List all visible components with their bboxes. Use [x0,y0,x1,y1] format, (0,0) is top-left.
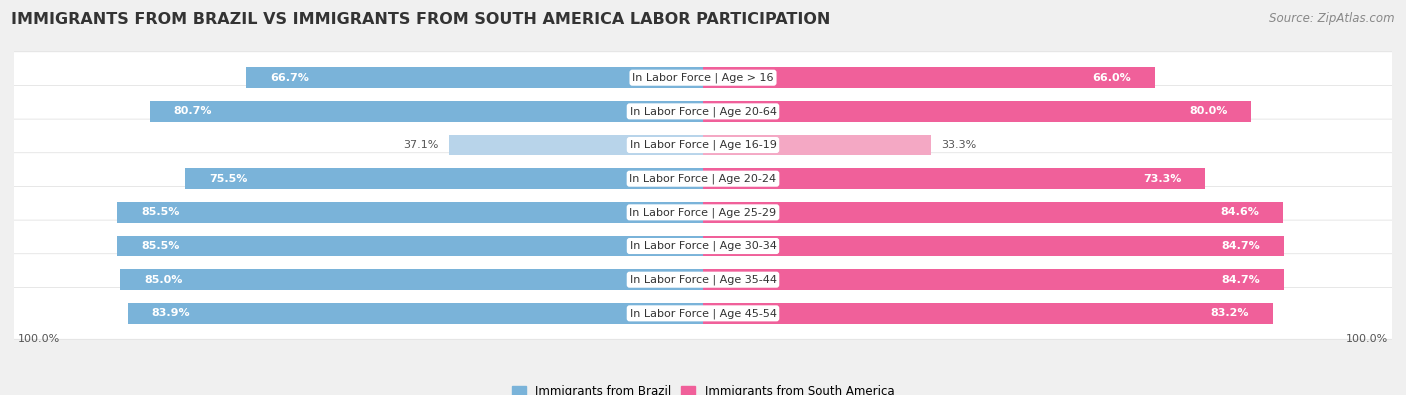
FancyBboxPatch shape [11,153,1395,205]
Text: In Labor Force | Age 20-64: In Labor Force | Age 20-64 [630,106,776,117]
Bar [703,135,931,156]
Text: 84.6%: 84.6% [1220,207,1258,217]
Text: 83.9%: 83.9% [152,308,190,318]
FancyBboxPatch shape [11,85,1395,137]
Bar [703,303,1274,324]
Bar [186,168,703,189]
Text: 66.7%: 66.7% [270,73,309,83]
Text: 37.1%: 37.1% [404,140,439,150]
FancyBboxPatch shape [11,52,1395,103]
Bar [703,67,1156,88]
Text: In Labor Force | Age 30-34: In Labor Force | Age 30-34 [630,241,776,251]
Text: In Labor Force | Age 45-54: In Labor Force | Age 45-54 [630,308,776,319]
Bar [128,303,703,324]
Bar [246,67,703,88]
Bar [703,235,1284,256]
Bar [703,202,1282,223]
Text: In Labor Force | Age 20-24: In Labor Force | Age 20-24 [630,173,776,184]
Text: 84.7%: 84.7% [1220,275,1260,285]
Legend: Immigrants from Brazil, Immigrants from South America: Immigrants from Brazil, Immigrants from … [508,380,898,395]
Text: 85.0%: 85.0% [145,275,183,285]
Bar [449,135,703,156]
Text: 80.0%: 80.0% [1189,106,1227,117]
Text: 33.3%: 33.3% [942,140,977,150]
FancyBboxPatch shape [11,288,1395,339]
Text: In Labor Force | Age 35-44: In Labor Force | Age 35-44 [630,275,776,285]
Text: In Labor Force | Age 16-19: In Labor Force | Age 16-19 [630,140,776,150]
Bar [117,235,703,256]
Bar [703,101,1251,122]
Text: 85.5%: 85.5% [141,207,179,217]
Text: 100.0%: 100.0% [17,334,59,344]
FancyBboxPatch shape [11,119,1395,171]
FancyBboxPatch shape [11,220,1395,272]
FancyBboxPatch shape [11,254,1395,306]
Bar [703,269,1284,290]
Text: 84.7%: 84.7% [1220,241,1260,251]
Text: 80.7%: 80.7% [174,106,212,117]
Bar [121,269,703,290]
Text: In Labor Force | Age 25-29: In Labor Force | Age 25-29 [630,207,776,218]
Text: Source: ZipAtlas.com: Source: ZipAtlas.com [1270,12,1395,25]
Text: 83.2%: 83.2% [1211,308,1250,318]
Text: 85.5%: 85.5% [141,241,179,251]
FancyBboxPatch shape [11,186,1395,238]
Text: 73.3%: 73.3% [1143,174,1181,184]
Text: In Labor Force | Age > 16: In Labor Force | Age > 16 [633,72,773,83]
Bar [150,101,703,122]
Text: IMMIGRANTS FROM BRAZIL VS IMMIGRANTS FROM SOUTH AMERICA LABOR PARTICIPATION: IMMIGRANTS FROM BRAZIL VS IMMIGRANTS FRO… [11,12,831,27]
Bar [117,202,703,223]
Bar [703,168,1205,189]
Text: 100.0%: 100.0% [1347,334,1389,344]
Text: 66.0%: 66.0% [1092,73,1132,83]
Text: 75.5%: 75.5% [209,174,247,184]
